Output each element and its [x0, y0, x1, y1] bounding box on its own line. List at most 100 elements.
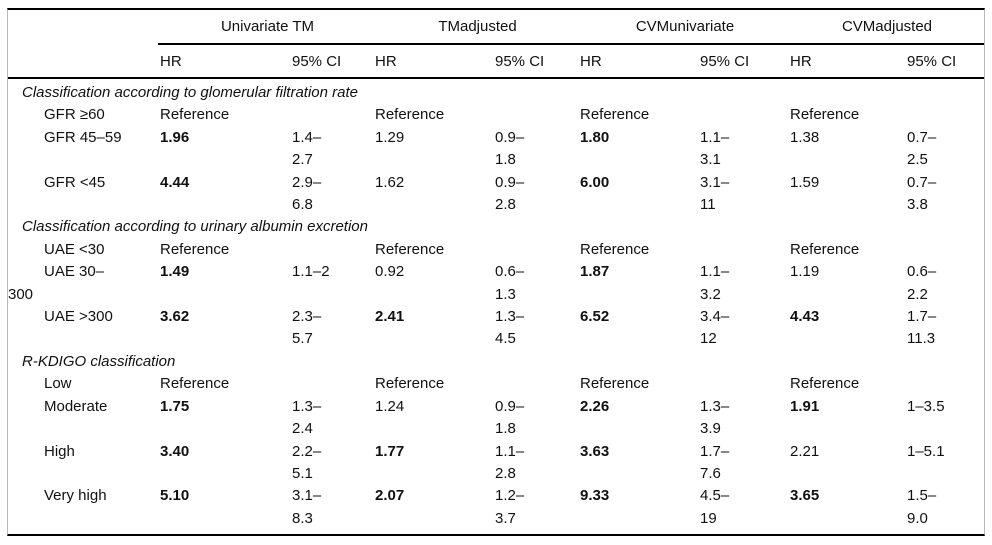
ci-value — [292, 239, 375, 261]
ci-value — [495, 373, 580, 395]
ci-value: 1.2– 3.7 — [495, 487, 525, 527]
ci-value: 3.1– 11 — [700, 173, 730, 214]
row-label: GFR <45 — [44, 173, 106, 191]
ci-value — [495, 104, 580, 126]
hr-value: 3.63 — [580, 442, 610, 460]
row-label: Moderate — [44, 397, 108, 415]
subheader-row: HR 95% CI HR 95% CI HR 95% CI HR 95% CI — [8, 45, 984, 79]
table-row: GFR 45–59 1.96 1.4– 2.7 1.29 0.9– 1.8 1.80 1.1… — [8, 127, 984, 172]
row-label: Very high — [44, 487, 107, 505]
table-row: GFR <45 4.44 2.9– 6.8 1.62 0.9– 2.8 6.00 3.1– … — [8, 172, 984, 217]
ci-value: 2.9– 6.8 — [292, 173, 322, 214]
ci-value: 2.2– 5.1 — [292, 442, 322, 482]
table-row: High 3.40 2.2– 5.1 1.77 1.1– 2.8 3.63 1.7– 7.6… — [8, 441, 984, 486]
row-label: GFR 45–59 — [44, 128, 122, 146]
column-header-ci-3: 95% CI — [700, 52, 750, 70]
hr-value: Reference — [580, 240, 650, 258]
column-header-hr-2: HR — [375, 52, 397, 70]
row-label: UAE >300 — [44, 308, 113, 326]
hr-value: 2.21 — [790, 442, 820, 460]
hr-value: 1.19 — [790, 263, 820, 281]
group-header-tm-adjusted: TMadjusted — [438, 18, 517, 35]
table-row: GFR ≥60 Reference Reference Reference Refere… — [8, 104, 984, 126]
ci-value: 1.3– 3.9 — [700, 397, 730, 438]
ci-value: 1–3.5 — [907, 397, 945, 415]
hr-value: 1.80 — [580, 128, 610, 146]
section-header: Classification according to urinary albu… — [22, 218, 368, 236]
table-body: Classification according to glomerular f… — [8, 79, 984, 534]
group-header-row: Univariate TM TMadjusted CVMunivariate C… — [8, 10, 984, 43]
ci-value — [292, 373, 375, 395]
hr-value: 0.92 — [375, 263, 405, 281]
column-header-hr-3: HR — [580, 52, 602, 70]
ci-value: 1.3– 4.5 — [495, 308, 525, 348]
row-label: High — [44, 442, 75, 460]
ci-value: 0.6– 2.2 — [907, 263, 937, 303]
row-label: Low — [44, 375, 72, 393]
hr-value: 4.44 — [160, 173, 190, 191]
row-label: UAE 30– 300 — [8, 263, 105, 303]
ci-value — [907, 373, 984, 395]
ci-value: 0.9– 1.8 — [495, 397, 525, 438]
hr-value: 6.00 — [580, 173, 610, 191]
ci-value: 0.6– 1.3 — [495, 263, 525, 303]
hr-value: 5.10 — [160, 487, 190, 505]
hr-value: 1.29 — [375, 128, 405, 146]
hr-value: Reference — [790, 106, 860, 124]
hr-value: 3.65 — [790, 487, 820, 505]
column-header-ci-4: 95% CI — [907, 52, 957, 70]
ci-value: 0.9– 2.8 — [495, 173, 525, 214]
hr-value: 1.24 — [375, 397, 405, 415]
ci-value: 0.7– 3.8 — [907, 173, 937, 214]
ci-value: 1.7– 11.3 — [907, 308, 937, 348]
ci-value: 3.1– 8.3 — [292, 487, 322, 527]
hr-value: Reference — [375, 240, 445, 258]
hr-value: 1.38 — [790, 128, 820, 146]
column-header-hr-1: HR — [160, 52, 182, 70]
hazard-ratio-table: Univariate TM TMadjusted CVMunivariate C… — [7, 8, 985, 537]
column-header-hr-4: HR — [790, 52, 812, 70]
hr-value: 1.59 — [790, 173, 820, 191]
ci-value: 0.7– 2.5 — [907, 128, 937, 169]
column-header-ci-2: 95% CI — [495, 52, 545, 70]
hr-value: 1.49 — [160, 263, 190, 281]
table-row: UAE >300 3.62 2.3– 5.7 2.41 1.3– 4.5 6.52 3.4–… — [8, 306, 984, 351]
hr-value: 3.62 — [160, 308, 190, 326]
ci-value: 1.4– 2.7 — [292, 128, 322, 169]
hr-value: 1.62 — [375, 173, 405, 191]
ci-value — [907, 104, 984, 126]
table-row: UAE <30 Reference Reference Reference Refere… — [8, 239, 984, 261]
row-label: UAE <30 — [44, 240, 105, 258]
ci-value: 1.3– 2.4 — [292, 397, 322, 438]
ci-value — [907, 239, 984, 261]
hr-value: Reference — [580, 375, 650, 393]
group-header-rule — [158, 43, 984, 45]
hr-value: Reference — [375, 375, 445, 393]
group-header-univariate-tm: Univariate TM — [220, 18, 315, 35]
hr-value: 2.26 — [580, 397, 610, 415]
ci-value — [700, 104, 790, 126]
ci-value: 1.1– 2.8 — [495, 442, 525, 482]
hr-value: 9.33 — [580, 487, 610, 505]
hr-value: 2.07 — [375, 487, 405, 505]
hr-value: 1.77 — [375, 442, 405, 460]
hr-value: 6.52 — [580, 308, 610, 326]
group-header-cvm-univariate: CVMunivariate — [635, 18, 735, 35]
ci-value: 1.7– 7.6 — [700, 442, 730, 482]
ci-value: 1.1–2 — [292, 263, 330, 281]
table-row: Very high 5.10 3.1– 8.3 2.07 1.2– 3.7 9.33 4.5… — [8, 485, 984, 530]
ci-value: 2.3– 5.7 — [292, 308, 322, 348]
hr-value: Reference — [790, 375, 860, 393]
ci-value: 1.5– 9.0 — [907, 487, 937, 527]
ci-value — [495, 239, 580, 261]
hr-value: 1.75 — [160, 397, 190, 415]
hr-value: 1.87 — [580, 263, 610, 281]
ci-value: 1.1– 3.2 — [700, 263, 730, 303]
hr-value: 3.40 — [160, 442, 190, 460]
hr-value: 1.91 — [790, 397, 820, 415]
ci-value — [700, 239, 790, 261]
row-label: GFR ≥60 — [44, 106, 105, 124]
table-row: UAE 30– 300 1.49 1.1–2 0.92 0.6– 1.3 1.87 1.1–… — [8, 261, 984, 306]
hr-value: Reference — [160, 240, 230, 258]
ci-value: 4.5– 19 — [700, 487, 730, 527]
